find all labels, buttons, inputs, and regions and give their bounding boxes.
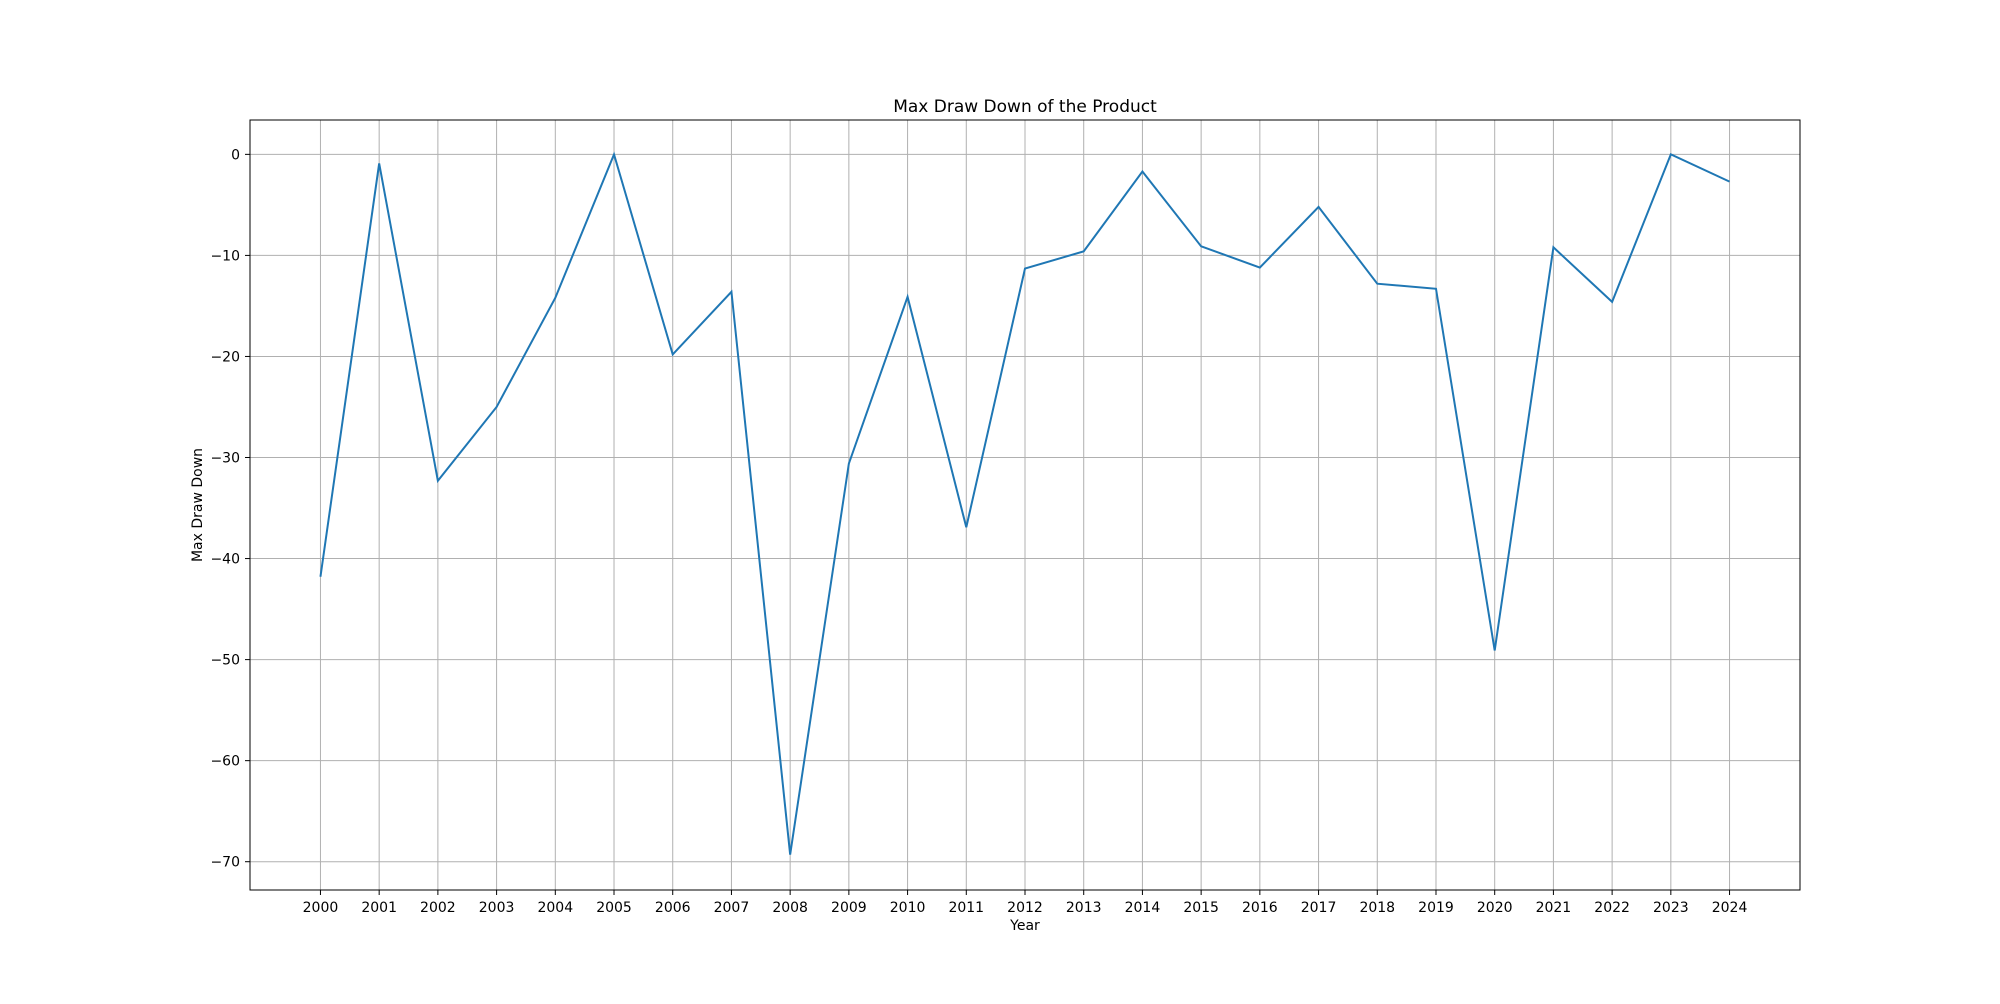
x-tick-label: 2019 — [1418, 900, 1454, 916]
y-tick-label: −30 — [210, 451, 240, 467]
x-tick-label: 2024 — [1712, 900, 1748, 916]
series-layer — [319, 151, 1730, 855]
x-tick-label: 2000 — [303, 900, 339, 916]
x-tick-label: 2001 — [361, 900, 397, 916]
y-tick-label: −10 — [210, 248, 240, 264]
x-tick-label: 2012 — [1007, 900, 1043, 916]
y-tick-label: −50 — [210, 653, 240, 669]
x-tick-label: 2021 — [1536, 900, 1572, 916]
x-tick-label: 2005 — [596, 900, 632, 916]
x-tick-label: 2007 — [714, 900, 750, 916]
x-tick-label: 2010 — [890, 900, 926, 916]
y-tick-label: −70 — [210, 855, 240, 871]
x-tick-label: 2013 — [1066, 900, 1102, 916]
x-tick-label: 2002 — [420, 900, 456, 916]
x-tick-label: 2009 — [831, 900, 867, 916]
x-tick-label: 2023 — [1653, 900, 1689, 916]
x-tick-label: 2011 — [948, 900, 984, 916]
series-line — [319, 151, 1730, 855]
x-tick-label: 2020 — [1477, 900, 1513, 916]
chart-title: Max Draw Down of the Product — [893, 97, 1157, 117]
x-tick-label: 2022 — [1594, 900, 1630, 916]
x-tick-label: 2017 — [1301, 900, 1337, 916]
y-axis-title: Max Draw Down — [190, 448, 206, 562]
y-tick-label: −20 — [210, 349, 240, 365]
y-tick-label: 0 — [231, 147, 240, 163]
tick-marks — [245, 153, 1731, 895]
x-tick-label: 2003 — [479, 900, 515, 916]
y-tick-label: −60 — [210, 754, 240, 770]
x-tick-label: 2016 — [1242, 900, 1278, 916]
x-axis-title: Year — [1009, 918, 1040, 934]
y-tick-label: −40 — [210, 552, 240, 568]
x-tick-label: 2015 — [1183, 900, 1219, 916]
x-tick-label: 2014 — [1125, 900, 1161, 916]
x-tick-label: 2006 — [655, 900, 691, 916]
tick-labels: 2000 2001 2002 2003 2004 2005 2006 2007 2008 2009… — [210, 147, 1747, 916]
x-tick-label: 2004 — [537, 900, 573, 916]
x-tick-label: 2018 — [1359, 900, 1395, 916]
grid — [250, 120, 1800, 890]
x-tick-label: 2008 — [772, 900, 808, 916]
